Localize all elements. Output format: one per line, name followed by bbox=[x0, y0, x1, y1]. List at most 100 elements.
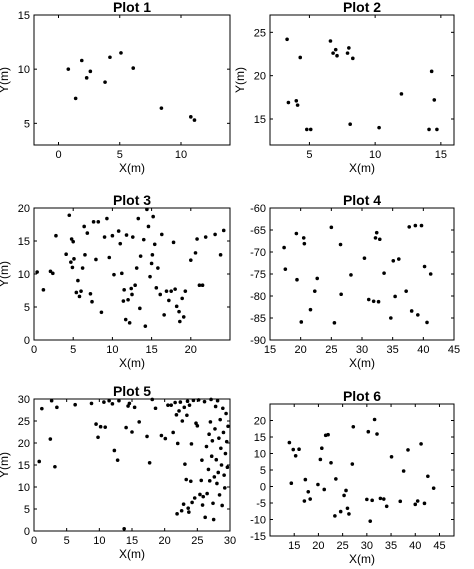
plot2-point bbox=[328, 39, 333, 43]
plot6-title: Plot 6 bbox=[343, 388, 381, 404]
plot5-point bbox=[215, 398, 220, 403]
plot5-xtick-label: 15 bbox=[126, 535, 138, 547]
plot1-ytick-label: 15 bbox=[18, 10, 30, 22]
plot4-point bbox=[299, 320, 304, 324]
plot3-point bbox=[130, 292, 134, 297]
plot6-xtick-label: 25 bbox=[337, 540, 349, 552]
plot2-point bbox=[305, 127, 309, 132]
plot5-point bbox=[179, 508, 184, 513]
plot3-point bbox=[54, 233, 58, 238]
plot3-xtick-label: 15 bbox=[145, 344, 157, 356]
plot4-point bbox=[393, 294, 397, 299]
plot4-point bbox=[301, 236, 306, 240]
plot4-ytick-label: -85 bbox=[250, 313, 266, 325]
plot2-point bbox=[348, 122, 352, 126]
plot5-point bbox=[130, 430, 134, 434]
plot5-point bbox=[223, 451, 228, 456]
plot6-xtick-label: 15 bbox=[288, 540, 300, 552]
plot3-point bbox=[112, 272, 116, 277]
plot5-point bbox=[221, 430, 226, 435]
plot5-point bbox=[216, 470, 221, 475]
plot3-point bbox=[122, 288, 126, 292]
plot4-xtick-label: 30 bbox=[356, 344, 368, 356]
plot5-point bbox=[226, 424, 230, 429]
plot6-ytick-label: 0 bbox=[260, 482, 266, 494]
plot4-point bbox=[419, 223, 424, 228]
plot5-point bbox=[224, 411, 228, 416]
plot3-point bbox=[77, 294, 82, 299]
plot2-title: Plot 2 bbox=[343, 0, 381, 15]
plot3-point bbox=[130, 235, 135, 239]
plot2-point bbox=[435, 127, 439, 132]
plot5-point bbox=[183, 462, 187, 466]
plot3-point bbox=[173, 287, 177, 291]
plot6-point bbox=[322, 487, 327, 492]
plot3-point bbox=[105, 216, 109, 221]
plot5-point bbox=[102, 400, 106, 404]
plot5-point bbox=[206, 467, 211, 472]
plot2-point bbox=[308, 127, 313, 132]
plot2-point bbox=[286, 100, 291, 105]
plot2-point bbox=[347, 46, 351, 50]
plot4-point bbox=[339, 292, 343, 297]
plot5-point bbox=[98, 424, 103, 429]
plot5-point bbox=[175, 441, 180, 446]
plot3-point bbox=[151, 214, 155, 219]
plot3-xtick-label: 5 bbox=[70, 344, 76, 356]
plot4-point bbox=[397, 257, 401, 261]
plot5-ylabel: Y(m) bbox=[0, 452, 11, 478]
plot5-xtick-label: 5 bbox=[64, 535, 70, 547]
plot5-point bbox=[147, 461, 152, 465]
plot5-point bbox=[169, 403, 173, 407]
plot3-point bbox=[110, 233, 115, 238]
plot5-point bbox=[49, 398, 54, 403]
plot3-point bbox=[107, 255, 112, 260]
plot3-point bbox=[51, 271, 55, 276]
plot6-point bbox=[351, 424, 356, 429]
plot6-xtick-label: 45 bbox=[433, 540, 445, 552]
plot3-point bbox=[35, 270, 39, 274]
plot6-ytick-label: 10 bbox=[254, 449, 266, 461]
plot4-point bbox=[425, 320, 429, 325]
plot3-point bbox=[197, 283, 202, 288]
plot3-point bbox=[171, 240, 176, 245]
plot6-point bbox=[289, 481, 294, 486]
plot6-point bbox=[287, 440, 292, 445]
plot6-point bbox=[381, 497, 386, 501]
plot6-point bbox=[365, 497, 369, 502]
plot4-point bbox=[315, 276, 320, 281]
plot6-point bbox=[401, 469, 406, 473]
plot4-xtick-label: 35 bbox=[387, 344, 399, 356]
plot5-ytick-label: 5 bbox=[24, 504, 30, 516]
plot3-point bbox=[221, 228, 226, 233]
plot6-point bbox=[303, 477, 308, 482]
plot2-point bbox=[335, 53, 339, 58]
plot5-point bbox=[215, 481, 219, 486]
plot3-point bbox=[102, 235, 107, 239]
plot5-point bbox=[115, 458, 120, 462]
plot5-point bbox=[199, 478, 204, 483]
plot3-point bbox=[193, 251, 198, 255]
plot3-point bbox=[195, 237, 199, 241]
plot5-ytick-label: 20 bbox=[18, 438, 30, 450]
plot5-point bbox=[117, 398, 121, 403]
plot5-ytick-label: 10 bbox=[18, 482, 30, 494]
plot5-xtick-label: 0 bbox=[31, 535, 37, 547]
plot3-point bbox=[71, 239, 75, 244]
plot3-point bbox=[41, 288, 46, 292]
plot3-ylabel: Y(m) bbox=[0, 261, 11, 287]
plot6-point bbox=[320, 446, 324, 451]
plot4-point bbox=[283, 267, 288, 271]
plot3-point bbox=[189, 258, 193, 262]
plot2-point bbox=[429, 69, 434, 74]
plot5-point bbox=[224, 439, 229, 444]
plot4-point bbox=[413, 223, 418, 228]
plot6-point bbox=[344, 488, 348, 493]
plot5-xtick-label: 20 bbox=[159, 535, 171, 547]
plot5-point bbox=[166, 403, 170, 407]
plot3-point bbox=[145, 207, 149, 212]
plot6-point bbox=[375, 432, 379, 436]
plot5-point bbox=[40, 406, 44, 411]
plot5-axes-frame bbox=[33, 398, 231, 532]
